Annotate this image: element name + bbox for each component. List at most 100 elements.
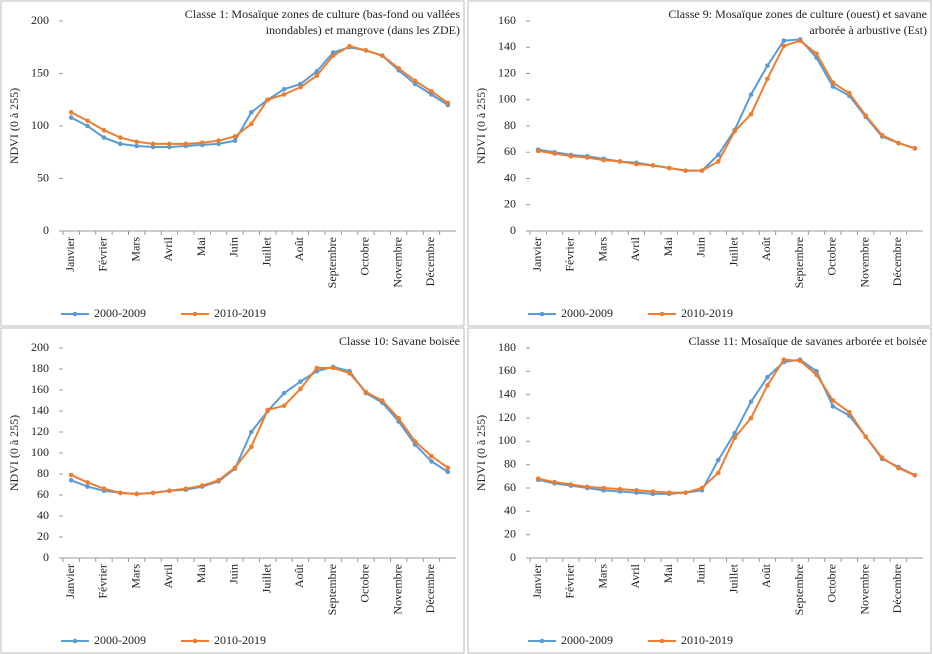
x-tick-label: Septembre: [792, 564, 806, 615]
data-point: [298, 84, 303, 90]
y-tick-label: 60: [37, 487, 49, 501]
data-point: [814, 372, 819, 378]
legend-marker: [192, 311, 198, 317]
x-tick-label: Juin: [227, 564, 241, 584]
data-point: [330, 365, 336, 371]
chart-title: arborée à arbustive (Est): [809, 23, 927, 37]
data-point: [535, 476, 541, 481]
y-tick-label: 60: [504, 480, 516, 494]
y-axis-label: NDVI (0 à 255): [7, 88, 21, 164]
x-tick-label: Février: [563, 237, 577, 272]
data-point: [716, 457, 721, 463]
data-point: [568, 482, 574, 487]
data-point: [216, 141, 221, 147]
data-point: [781, 43, 787, 49]
series-line: [537, 358, 916, 495]
x-tick-label: Septembre: [792, 237, 806, 288]
data-point: [314, 69, 320, 74]
x-tick-label: Mars: [595, 564, 609, 589]
y-tick-label: 100: [31, 445, 49, 459]
data-point: [429, 459, 434, 464]
x-tick-label: Juillet: [726, 236, 740, 266]
data-point: [879, 132, 885, 138]
series-line: [538, 38, 916, 172]
series-line: [70, 366, 449, 495]
data-point: [617, 159, 623, 164]
data-point: [748, 399, 754, 404]
x-tick-label: Novembre: [857, 564, 871, 615]
data-point: [634, 161, 639, 167]
y-tick-label: 100: [31, 118, 49, 132]
data-point: [265, 407, 270, 413]
data-point: [732, 430, 737, 436]
data-point: [380, 398, 385, 403]
data-point: [830, 404, 836, 409]
data-point: [617, 486, 623, 492]
x-tick-label: Août: [292, 236, 306, 261]
y-tick-label: 180: [31, 361, 49, 375]
data-point: [716, 152, 721, 158]
data-point: [650, 489, 656, 494]
legend-marker: [659, 311, 665, 317]
y-tick-label: 200: [31, 340, 49, 354]
data-point: [445, 465, 451, 471]
y-axis-label: NDVI (0 à 255): [474, 88, 488, 164]
data-point: [396, 65, 401, 71]
y-tick-label: 20: [504, 526, 516, 540]
data-point: [281, 390, 287, 396]
chart-title: inondables) et mangrove (dans les ZDE): [266, 23, 460, 37]
data-point: [330, 50, 336, 55]
x-tick-label: Octobre: [358, 564, 372, 603]
data-point: [150, 144, 156, 150]
y-tick-label: 50: [37, 170, 49, 184]
data-point: [650, 163, 656, 168]
data-point: [847, 90, 852, 96]
y-tick-label: 0: [510, 223, 516, 237]
legend-label: 2000-2009: [94, 633, 146, 647]
data-point: [68, 472, 74, 478]
x-tick-label: Novembre: [390, 564, 404, 615]
x-tick-label: Février: [563, 564, 577, 599]
legend-marker: [192, 638, 198, 644]
x-tick-label: Mars: [128, 237, 142, 262]
data-point: [863, 434, 868, 439]
y-tick-label: 40: [504, 503, 516, 517]
x-tick-label: Octobre: [825, 237, 839, 276]
data-point: [412, 439, 418, 444]
x-tick-label: Mai: [661, 236, 675, 256]
data-point: [568, 153, 574, 159]
data-point: [298, 379, 303, 384]
series-line: [537, 358, 916, 494]
data-point: [150, 490, 156, 496]
x-tick-label: Août: [759, 563, 773, 588]
y-tick-label: 100: [498, 92, 516, 106]
data-point: [896, 465, 901, 471]
data-point: [863, 113, 868, 118]
chart-title: Classe 9: Mosaïque zones de culture (oue…: [668, 7, 927, 21]
y-tick-label: 40: [37, 508, 49, 522]
data-point: [281, 86, 287, 92]
x-tick-label: Mai: [194, 563, 208, 583]
legend-marker: [72, 638, 78, 644]
legend-marker: [659, 638, 665, 644]
data-point: [748, 111, 754, 117]
data-point: [101, 486, 107, 492]
x-tick-label: Février: [96, 237, 110, 272]
x-tick-label: Septembre: [325, 564, 339, 615]
data-point: [412, 81, 418, 87]
data-point: [879, 455, 885, 460]
y-axis-label: NDVI (0 à 255): [7, 415, 21, 491]
data-point: [765, 374, 770, 380]
series-line: [538, 39, 916, 172]
x-tick-label: Mars: [595, 237, 609, 262]
panel-frame: [0, 0, 465, 327]
x-tick-label: Novembre: [390, 237, 404, 288]
legend-marker: [539, 638, 545, 644]
data-point: [85, 480, 90, 485]
y-axis-label: NDVI (0 à 255): [474, 415, 488, 491]
data-point: [85, 484, 90, 489]
data-point: [445, 469, 451, 475]
panel: Classe 9: Mosaïque zones de culture (oue…: [467, 0, 932, 327]
